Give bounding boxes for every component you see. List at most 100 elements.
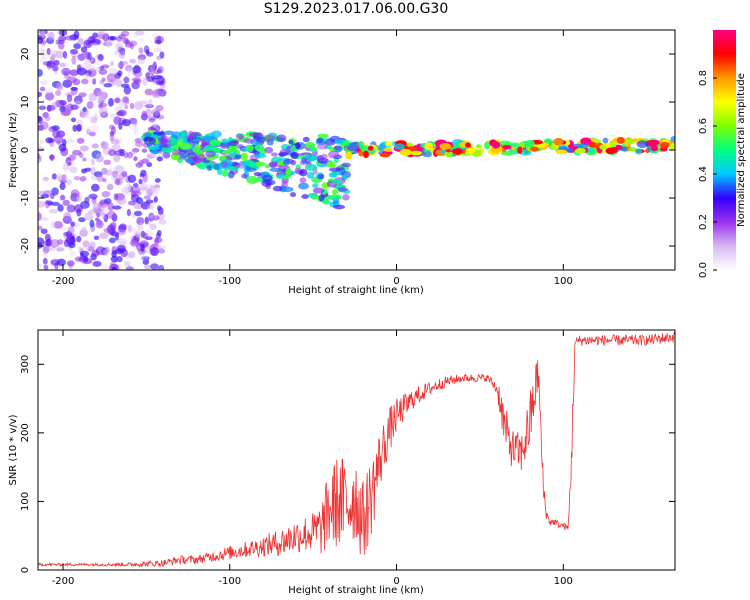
spectrogram-cell: [51, 201, 60, 207]
spectrogram-cell: [142, 132, 153, 138]
spectrogram-cell: [182, 148, 196, 155]
spectrogram-cell: [113, 150, 124, 156]
colorbar-tick-label: 0.2: [698, 214, 709, 230]
spectrogram-cell: [98, 106, 108, 116]
spectrogram-cell: [150, 64, 156, 74]
spectrogram-cell: [95, 66, 101, 73]
spectrogram-cell: [66, 260, 75, 267]
spectrogram-cell: [234, 154, 242, 160]
spectrogram-cell: [380, 142, 387, 149]
spectrogram-y-tick-label: 0: [20, 147, 31, 153]
spectrogram-cell: [82, 114, 92, 120]
spectrogram-cell: [131, 148, 140, 153]
spectrogram-cell: [118, 223, 127, 230]
spectrogram-cell: [132, 227, 138, 237]
spectrogram-cell: [55, 99, 65, 108]
spectrogram-cell: [111, 266, 117, 270]
spectrogram-cell: [499, 140, 512, 147]
spectrogram-cell: [148, 70, 155, 75]
spectrogram-cell: [95, 153, 102, 162]
spectrogram-cell: [50, 239, 60, 248]
spectrogram-cell: [580, 137, 592, 146]
spectrogram-cell: [115, 137, 123, 146]
spectrogram-cell: [345, 151, 353, 160]
spectrogram-cell: [160, 84, 166, 90]
spectrogram-cell: [47, 31, 54, 39]
spectrogram-cell: [264, 146, 274, 154]
spectrogram-cell: [276, 174, 285, 179]
spectrogram-cell: [133, 126, 139, 136]
spectrogram-cell: [115, 111, 124, 116]
spectrogram-cell: [59, 194, 66, 201]
spectrogram-cell: [146, 162, 153, 168]
spectrogram-cell: [616, 136, 625, 144]
colorbar-scale: [713, 30, 736, 270]
spectrogram-cell: [90, 183, 100, 192]
spectrogram-cell: [42, 257, 48, 265]
spectrogram-cell: [90, 158, 95, 166]
spectrogram-cell: [110, 255, 119, 263]
spectrogram-cell: [140, 244, 145, 252]
spectrogram-cell: [76, 64, 82, 72]
spectrogram-cell: [132, 120, 138, 127]
spectrogram-cell: [147, 98, 153, 108]
spectrogram-cell: [66, 204, 76, 213]
snr-x-tick-label: 0: [393, 576, 399, 587]
spectrogram-cell: [245, 144, 254, 152]
spectrogram-cell: [148, 212, 155, 222]
spectrogram-cell: [47, 138, 55, 143]
spectrogram-cell: [152, 61, 158, 71]
spectrogram-cell: [333, 145, 342, 151]
spectrogram-y-tick-label: -10: [20, 190, 31, 206]
spectrogram-cell: [84, 59, 92, 68]
spectrogram-cell: [144, 88, 154, 96]
spectrogram-cell: [78, 217, 86, 223]
spectrogram-cell: [150, 247, 159, 257]
spectrogram-cell: [317, 173, 325, 179]
spectrogram-cell: [155, 80, 165, 86]
spectrogram-cell: [137, 225, 144, 232]
spectrogram-cell: [92, 78, 97, 85]
spectrogram-cell: [139, 101, 149, 107]
spectrogram-cell: [650, 145, 659, 152]
spectrogram-cell: [139, 186, 149, 192]
spectrogram-cell: [60, 110, 71, 117]
spectrogram-cell: [346, 144, 358, 152]
spectrogram-cell: [94, 59, 102, 66]
spectrogram-cell: [62, 215, 72, 224]
spectrogram-cell: [82, 240, 90, 248]
spectrogram-cell: [475, 144, 482, 149]
spectrogram-cell: [62, 199, 71, 206]
spectrogram-cell: [83, 242, 91, 250]
spectrogram-cell: [38, 263, 42, 269]
spectrogram-cell: [127, 224, 133, 233]
spectrogram-cell: [50, 259, 60, 266]
spectrogram-cell: [317, 133, 329, 139]
spectrogram-cell: [133, 156, 138, 162]
spectrogram-cell: [342, 194, 350, 201]
spectrogram-cell: [62, 178, 69, 183]
spectrogram-cell: [492, 141, 501, 149]
spectrogram-cell: [70, 104, 79, 111]
spectrogram-cell: [114, 165, 125, 174]
spectrogram-cell: [40, 228, 48, 235]
spectrogram-cell: [153, 47, 162, 53]
spectrogram-cell: [118, 50, 126, 59]
spectrogram-cell: [79, 145, 89, 152]
spectrogram-cell: [76, 137, 85, 144]
spectrogram-cell: [306, 171, 315, 179]
snr-y-tick-label: 100: [20, 492, 31, 511]
spectrogram-cell: [90, 116, 98, 124]
spectrogram-cell: [79, 228, 88, 237]
spectrogram-cell: [126, 183, 131, 192]
spectrogram-cell: [141, 110, 147, 119]
colorbar-ticks: 0.0 0.2 0.4 0.6 0.8: [698, 70, 717, 278]
spectrogram-cell: [91, 150, 102, 159]
spectrogram-cell: [101, 263, 108, 270]
spectrogram-cell: [171, 149, 181, 156]
spectrogram-cell: [124, 104, 129, 110]
spectrogram-cell: [129, 58, 137, 64]
spectrogram-x-tick-label: 0: [393, 276, 399, 287]
spectrogram-cell: [142, 173, 148, 183]
spectrogram-cell: [115, 42, 124, 51]
